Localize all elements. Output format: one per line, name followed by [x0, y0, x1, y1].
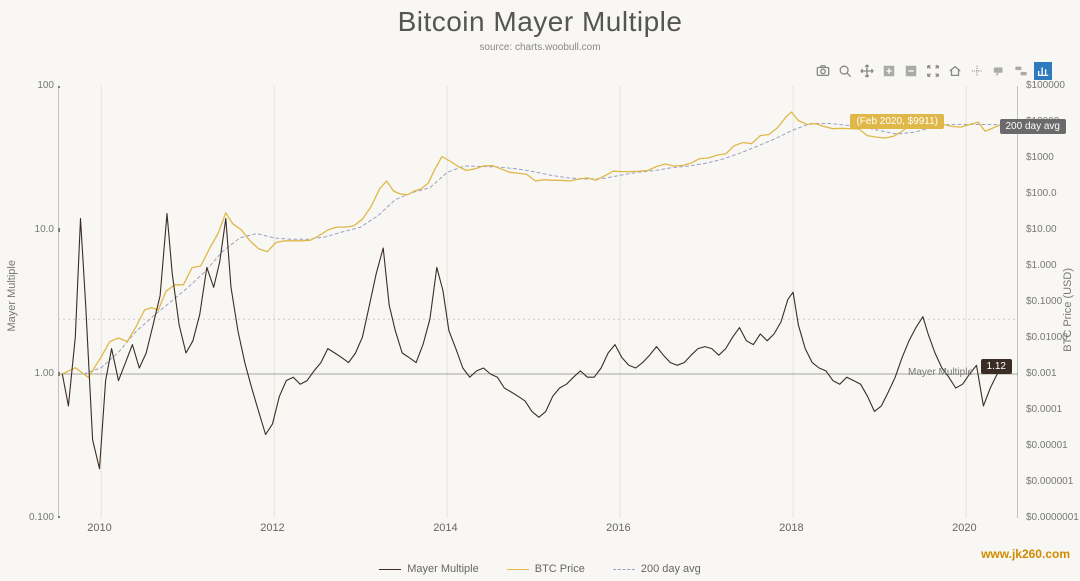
y2-tick: $100000 — [1026, 80, 1065, 91]
y2-tick: $0.00001 — [1026, 440, 1068, 451]
legend-item[interactable]: Mayer Multiple — [379, 563, 479, 575]
left-axis-label: Mayer Multiple — [6, 260, 18, 332]
autoscale-icon[interactable] — [924, 62, 942, 80]
chart-subtitle: source: charts.woobull.com — [0, 42, 1080, 53]
camera-icon[interactable] — [814, 62, 832, 80]
y2-tick: $0.0000001 — [1026, 512, 1079, 523]
callout: 200 day avg — [1000, 119, 1067, 134]
legend-item[interactable]: BTC Price — [507, 563, 585, 575]
home-icon[interactable] — [946, 62, 964, 80]
y1-tick: 100 — [4, 80, 54, 91]
y2-tick: $0.000001 — [1026, 476, 1073, 487]
y2-tick: $0.01000 — [1026, 332, 1068, 343]
spike-icon[interactable] — [968, 62, 986, 80]
zoom-in-icon[interactable] — [880, 62, 898, 80]
chart-plot — [58, 86, 1018, 518]
y1-tick: 10.0 — [4, 224, 54, 235]
x-tick: 2020 — [952, 522, 976, 534]
x-tick: 2018 — [779, 522, 803, 534]
x-tick: 2016 — [606, 522, 630, 534]
y1-tick: 1.00 — [4, 368, 54, 379]
y1-tick: 0.100 — [4, 512, 54, 523]
zoom-icon[interactable] — [836, 62, 854, 80]
y2-tick: $100.0 — [1026, 188, 1057, 199]
x-tick: 2012 — [260, 522, 284, 534]
x-tick: 2010 — [87, 522, 111, 534]
y2-tick: $0.001 — [1026, 368, 1057, 379]
mayer-line-label: Mayer Multiple — [908, 367, 973, 378]
barchart-icon[interactable] — [1034, 62, 1052, 80]
zoom-out-icon[interactable] — [902, 62, 920, 80]
legend-item[interactable]: 200 day avg — [613, 563, 701, 575]
x-tick: 2014 — [433, 522, 457, 534]
y2-tick: $0.1000 — [1026, 296, 1062, 307]
compare-icon[interactable] — [1012, 62, 1030, 80]
y2-tick: $0.0001 — [1026, 404, 1062, 415]
hover-icon[interactable] — [990, 62, 1008, 80]
chart-toolbar — [814, 62, 1052, 80]
callout: 1.12 — [981, 359, 1012, 374]
y2-tick: $1000 — [1026, 152, 1054, 163]
y2-tick: $10.00 — [1026, 224, 1057, 235]
watermark: www.jk260.com — [981, 547, 1070, 561]
pan-icon[interactable] — [858, 62, 876, 80]
chart-title: Bitcoin Mayer Multiple — [0, 6, 1080, 38]
callout: (Feb 2020, $9911) — [850, 114, 944, 129]
y2-tick: $1.000 — [1026, 260, 1057, 271]
chart-legend: Mayer Multiple BTC Price 200 day avg — [0, 561, 1080, 576]
